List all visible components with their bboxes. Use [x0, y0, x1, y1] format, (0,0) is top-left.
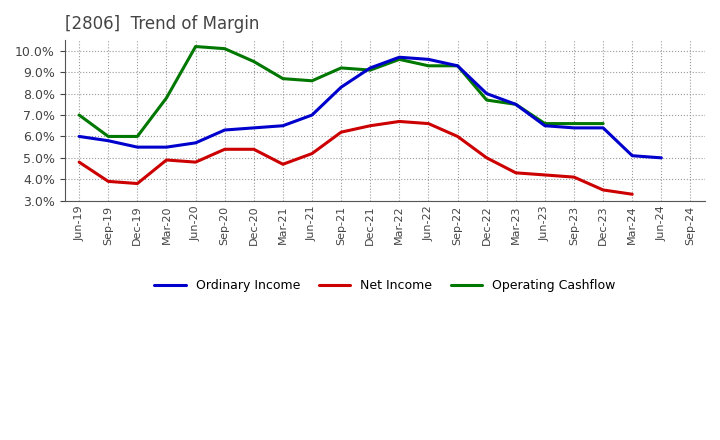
Net Income [220, 147, 229, 152]
Net Income [541, 172, 549, 178]
Ordinary Income [454, 63, 462, 69]
Net Income [104, 179, 112, 184]
Ordinary Income [250, 125, 258, 131]
Ordinary Income [162, 144, 171, 150]
Operating Cashflow [279, 76, 287, 81]
Net Income [192, 159, 200, 165]
Operating Cashflow [511, 102, 520, 107]
Net Income [628, 191, 636, 197]
Ordinary Income [307, 112, 316, 117]
Line: Ordinary Income: Ordinary Income [79, 57, 662, 158]
Net Income [482, 155, 491, 161]
Ordinary Income [366, 65, 374, 70]
Net Income [250, 147, 258, 152]
Operating Cashflow [133, 134, 142, 139]
Operating Cashflow [104, 134, 112, 139]
Net Income [511, 170, 520, 176]
Operating Cashflow [337, 65, 346, 70]
Net Income [162, 158, 171, 163]
Operating Cashflow [424, 63, 433, 69]
Net Income [366, 123, 374, 128]
Ordinary Income [104, 138, 112, 143]
Net Income [75, 159, 84, 165]
Operating Cashflow [192, 44, 200, 49]
Net Income [133, 181, 142, 186]
Ordinary Income [482, 91, 491, 96]
Ordinary Income [192, 140, 200, 146]
Line: Net Income: Net Income [79, 121, 632, 194]
Operating Cashflow [75, 112, 84, 117]
Operating Cashflow [482, 97, 491, 103]
Line: Operating Cashflow: Operating Cashflow [79, 47, 603, 136]
Ordinary Income [337, 84, 346, 90]
Ordinary Income [279, 123, 287, 128]
Ordinary Income [133, 144, 142, 150]
Operating Cashflow [307, 78, 316, 84]
Operating Cashflow [599, 121, 608, 126]
Ordinary Income [541, 123, 549, 128]
Ordinary Income [599, 125, 608, 131]
Operating Cashflow [250, 59, 258, 64]
Operating Cashflow [454, 63, 462, 69]
Operating Cashflow [162, 95, 171, 101]
Net Income [599, 187, 608, 193]
Operating Cashflow [395, 57, 404, 62]
Operating Cashflow [366, 67, 374, 73]
Legend: Ordinary Income, Net Income, Operating Cashflow: Ordinary Income, Net Income, Operating C… [149, 274, 621, 297]
Ordinary Income [395, 55, 404, 60]
Net Income [454, 134, 462, 139]
Net Income [279, 161, 287, 167]
Ordinary Income [511, 102, 520, 107]
Ordinary Income [424, 57, 433, 62]
Operating Cashflow [541, 121, 549, 126]
Net Income [307, 151, 316, 156]
Operating Cashflow [570, 121, 578, 126]
Ordinary Income [657, 155, 666, 161]
Ordinary Income [220, 127, 229, 132]
Net Income [395, 119, 404, 124]
Net Income [424, 121, 433, 126]
Ordinary Income [570, 125, 578, 131]
Ordinary Income [75, 134, 84, 139]
Net Income [337, 129, 346, 135]
Operating Cashflow [220, 46, 229, 51]
Text: [2806]  Trend of Margin: [2806] Trend of Margin [65, 15, 259, 33]
Ordinary Income [628, 153, 636, 158]
Net Income [570, 175, 578, 180]
